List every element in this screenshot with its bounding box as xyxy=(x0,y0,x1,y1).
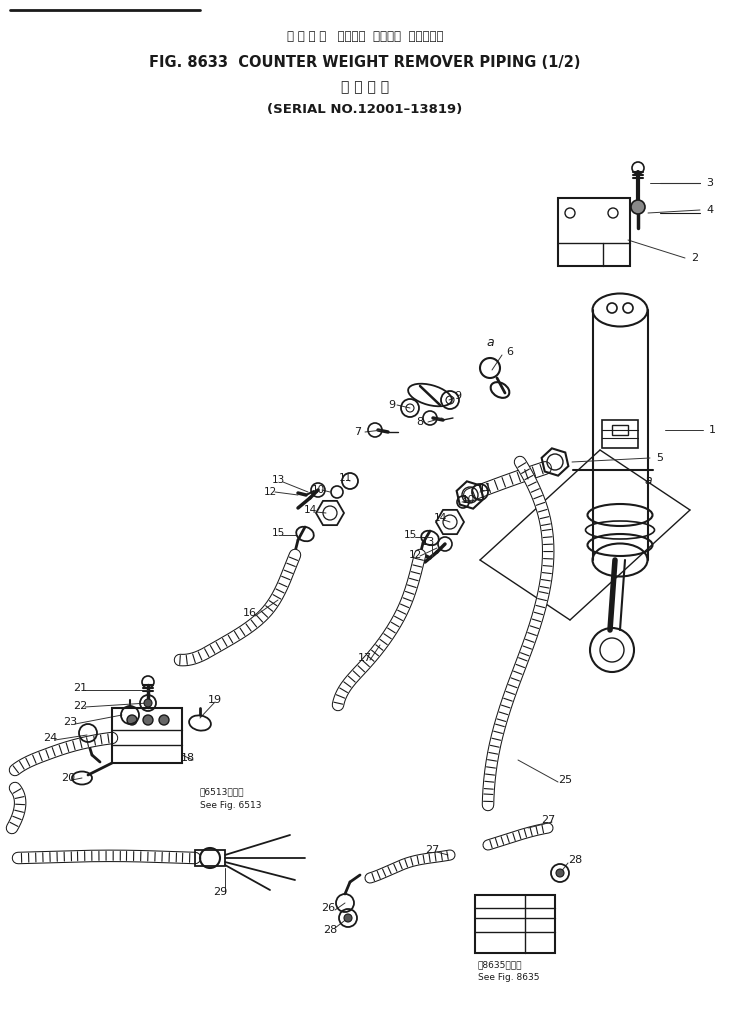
Text: a: a xyxy=(644,473,652,486)
Text: 5: 5 xyxy=(656,453,664,463)
Text: See Fig. 8635: See Fig. 8635 xyxy=(478,973,539,981)
Text: 14: 14 xyxy=(433,513,447,523)
Text: 27: 27 xyxy=(541,815,555,825)
Text: 23: 23 xyxy=(63,717,77,727)
Text: 21: 21 xyxy=(73,683,87,693)
Text: 1: 1 xyxy=(708,425,716,435)
Text: 17: 17 xyxy=(358,653,372,663)
Text: 図8635図参照: 図8635図参照 xyxy=(478,961,523,970)
Text: a: a xyxy=(486,336,494,348)
Circle shape xyxy=(556,869,564,877)
Text: 9: 9 xyxy=(388,400,395,410)
Text: 3: 3 xyxy=(706,178,713,188)
Text: 図6513図参照: 図6513図参照 xyxy=(200,787,244,797)
Text: 27: 27 xyxy=(425,845,439,855)
Text: 18: 18 xyxy=(181,753,195,763)
Text: 2: 2 xyxy=(692,253,699,263)
Bar xyxy=(612,425,628,435)
Text: 11: 11 xyxy=(478,483,492,493)
Bar xyxy=(558,198,630,266)
Text: 10: 10 xyxy=(311,485,325,495)
Bar xyxy=(602,420,638,449)
Circle shape xyxy=(143,715,153,725)
Bar xyxy=(195,850,225,866)
Text: 16: 16 xyxy=(243,608,257,618)
Text: 19: 19 xyxy=(208,695,222,705)
Text: 15: 15 xyxy=(271,528,284,538)
Text: FIG. 8633  COUNTER WEIGHT REMOVER PIPING (1/2): FIG. 8633 COUNTER WEIGHT REMOVER PIPING … xyxy=(149,55,580,70)
Text: 6: 6 xyxy=(507,347,513,357)
Text: 28: 28 xyxy=(568,855,582,865)
Text: 20: 20 xyxy=(61,773,75,783)
Text: 15: 15 xyxy=(404,530,417,540)
Circle shape xyxy=(344,914,352,922)
Text: 29: 29 xyxy=(213,887,227,897)
Circle shape xyxy=(159,715,169,725)
Text: 適 用 号 機: 適 用 号 機 xyxy=(341,80,389,94)
Text: 9: 9 xyxy=(455,391,461,401)
Circle shape xyxy=(127,715,137,725)
Text: 12: 12 xyxy=(263,487,276,497)
Text: 13: 13 xyxy=(421,537,435,547)
Text: 14: 14 xyxy=(303,505,317,515)
Bar xyxy=(475,895,555,953)
Text: 11: 11 xyxy=(338,473,352,483)
Text: (SERIAL NO.12001–13819): (SERIAL NO.12001–13819) xyxy=(268,103,463,116)
Text: 12: 12 xyxy=(409,550,422,560)
Text: 4: 4 xyxy=(706,205,713,215)
Text: 24: 24 xyxy=(43,733,57,743)
Text: カ ウ ン タ   ウエイト  リムーバ  パイピング: カ ウ ン タ ウエイト リムーバ パイピング xyxy=(287,30,443,43)
Circle shape xyxy=(631,200,645,214)
Text: See Fig. 6513: See Fig. 6513 xyxy=(200,801,262,810)
Bar xyxy=(112,708,182,763)
Text: 10: 10 xyxy=(461,495,474,505)
Text: 13: 13 xyxy=(271,475,284,485)
Text: 28: 28 xyxy=(323,925,337,935)
Circle shape xyxy=(144,699,152,707)
Text: 8: 8 xyxy=(417,417,423,427)
Text: 26: 26 xyxy=(321,903,335,913)
Text: 22: 22 xyxy=(73,701,87,711)
Text: 25: 25 xyxy=(558,775,572,785)
Text: 7: 7 xyxy=(355,427,362,437)
